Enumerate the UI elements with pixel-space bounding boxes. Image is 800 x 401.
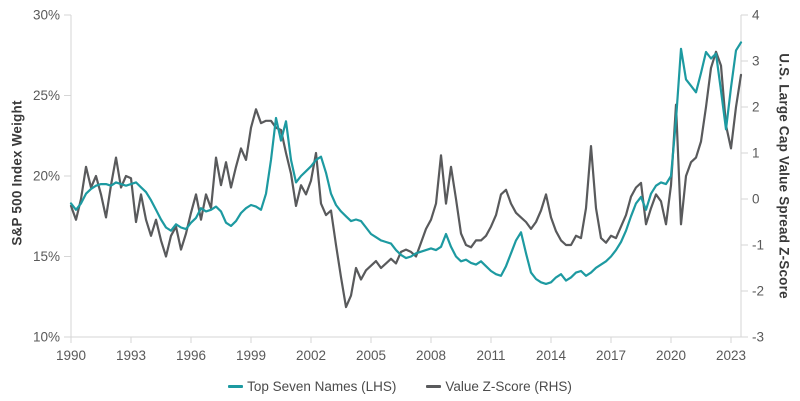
series-line-value-z-score bbox=[69, 50, 743, 309]
y-right-tick-label: -1 bbox=[752, 238, 764, 253]
chart-legend: Top Seven Names (LHS) Value Z-Score (RHS… bbox=[0, 379, 800, 394]
series-line-top-seven-names bbox=[69, 41, 743, 285]
x-tick-label: 2005 bbox=[356, 348, 386, 363]
legend-label-value-z-score: Value Z-Score (RHS) bbox=[445, 379, 572, 394]
legend-swatch-teal-icon bbox=[228, 385, 244, 388]
y-left-tick-label: 25% bbox=[33, 88, 60, 103]
x-tick-label: 2020 bbox=[656, 348, 686, 363]
x-tick-label: 2011 bbox=[476, 348, 505, 363]
legend-label-top-seven-names: Top Seven Names (LHS) bbox=[247, 379, 397, 394]
axis-lines bbox=[70, 15, 742, 338]
x-tick-label: 2002 bbox=[296, 348, 326, 363]
right-axis-title: U.S. Large Cap Value Spread Z-Score bbox=[776, 53, 792, 299]
x-tick-label: 2014 bbox=[536, 348, 567, 363]
y-right-tick-label: 0 bbox=[752, 192, 760, 207]
x-tick-label: 2017 bbox=[596, 348, 626, 363]
y-left-tick-label: 15% bbox=[33, 249, 60, 264]
x-tick-label: 2008 bbox=[416, 348, 446, 363]
legend-item-value-z-score: Value Z-Score (RHS) bbox=[426, 379, 572, 394]
y-right-tick-label: -3 bbox=[752, 330, 764, 345]
x-tick-label: 1996 bbox=[176, 348, 206, 363]
x-tick-label: 1993 bbox=[116, 348, 146, 363]
y-left-tick-label: 20% bbox=[33, 169, 60, 184]
y-right-tick-label: 1 bbox=[752, 146, 760, 161]
y-right-tick-label: 2 bbox=[752, 100, 760, 115]
x-tick-label: 1999 bbox=[236, 348, 266, 363]
legend-item-top-seven-names: Top Seven Names (LHS) bbox=[228, 379, 396, 394]
y-left-tick-label: 10% bbox=[33, 330, 60, 345]
left-axis-title: S&P 500 Index Weight bbox=[9, 100, 25, 246]
y-right-tick-label: -2 bbox=[752, 284, 764, 299]
y-right-tick-label: 4 bbox=[752, 8, 760, 23]
x-tick-label: 1990 bbox=[56, 348, 86, 363]
legend-swatch-gray-icon bbox=[426, 385, 442, 388]
x-tick-label: 2023 bbox=[716, 348, 746, 363]
y-right-tick-label: 3 bbox=[752, 54, 760, 69]
y-left-tick-label: 30% bbox=[33, 8, 60, 23]
